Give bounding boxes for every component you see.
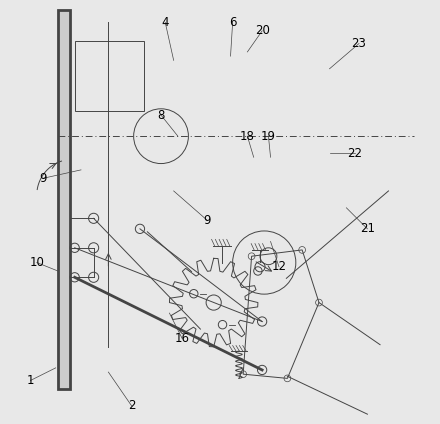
Text: 23: 23 <box>352 37 367 50</box>
Text: 19: 19 <box>261 130 276 143</box>
Text: 10: 10 <box>29 256 44 269</box>
Text: 2: 2 <box>128 399 135 412</box>
Text: 9: 9 <box>39 172 47 185</box>
Text: 9: 9 <box>204 214 211 227</box>
Polygon shape <box>58 10 70 389</box>
Text: 18: 18 <box>240 130 255 143</box>
Text: 8: 8 <box>158 109 165 122</box>
Text: 16: 16 <box>175 332 190 345</box>
Text: 20: 20 <box>255 24 270 37</box>
Text: 4: 4 <box>161 16 169 29</box>
Text: 22: 22 <box>347 147 362 159</box>
Text: 1: 1 <box>27 374 34 387</box>
Text: 12: 12 <box>271 260 286 273</box>
Text: 21: 21 <box>360 222 375 235</box>
Text: 6: 6 <box>229 16 236 29</box>
